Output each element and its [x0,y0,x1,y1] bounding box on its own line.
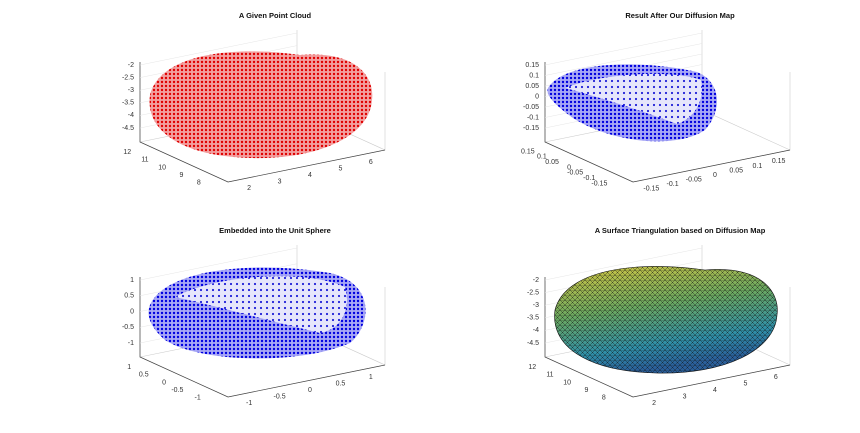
z-grid [139,32,298,66]
z-tick-label: -2 [533,277,539,284]
panel-title: Embedded into the Unit Sphere [219,226,331,235]
z-grid [139,247,298,281]
z-grid [544,43,703,76]
x-tick-label: 0.15 [772,158,786,165]
y-tick-label: 0 [567,164,571,171]
z-tick-label: -2.5 [527,289,539,296]
z-tick-label: 0.1 [529,72,539,79]
panel: Result After Our Diffusion Map0.150.10.0… [521,11,791,192]
z-tick-label: -0.05 [523,104,539,111]
y-tick-label: 9 [584,387,588,394]
y-tick-label: -0.1 [583,175,595,182]
z-tick-label: 0.15 [525,62,539,69]
y-tick-label: 0.5 [139,372,149,379]
y-tick-label: 0.15 [521,148,535,155]
z-tick-label: 0.5 [124,293,134,300]
axis-lines [139,277,386,398]
panel-title: A Surface Triangulation based on Diffusi… [595,226,766,235]
panel: A Given Point Cloud -2 -2.5 -3 -3.5 -4 -4.5 12 1… [122,11,386,192]
surface-shape [149,51,373,159]
y-tick-label: -0.5 [171,387,183,394]
z-tick-label: 1 [130,277,134,284]
surface-inner [175,276,348,333]
y-tick-label: 10 [158,164,166,171]
z-grid [544,247,703,281]
surface-mesh [554,266,778,374]
y-tick-label: 12 [123,149,131,156]
y-tick-label: 1 [127,364,131,371]
panel-title: A Given Point Cloud [239,11,312,20]
z-tick-label: -3.5 [527,315,539,322]
x-tick-label: 1 [369,374,373,381]
z-tick-label: -3 [533,302,539,309]
z-tick-label: -1 [128,340,134,347]
x-tick-label: 2 [652,400,656,407]
y-tick-label: 10 [563,379,571,386]
y-tick-label: -0.05 [567,170,583,177]
x-tick-label: 0 [713,172,717,179]
x-tick-label: 0.1 [753,163,763,170]
y-tick-label: 0.1 [537,154,547,161]
z-tick-label: -2.5 [122,74,134,81]
x-tick-label: 5 [338,165,342,172]
x-tick-label: 3 [683,393,687,400]
x-tick-label: -0.05 [686,176,702,183]
x-tick-label: -0.5 [274,393,286,400]
y-tick-label: 8 [602,395,606,402]
x-tick-label: 0 [308,387,312,394]
y-tick-label: 8 [197,180,201,187]
x-tick-label: 6 [369,159,373,166]
y-tick-label: -0.15 [591,180,607,187]
x-tick-label: -1 [246,400,252,407]
x-tick-label: -0.15 [643,185,659,192]
x-tick-label: -0.1 [667,181,679,188]
z-tick-label: -0.1 [527,114,539,121]
z-tick-label: -2 [128,62,134,69]
axis-lines [544,62,791,183]
x-tick-label: 0.05 [729,167,743,174]
panel: Embedded into the Unit Sphere 1 0.5 0 -0.5 -1… [122,226,386,407]
surface-inner [565,73,702,124]
panel-title: Result After Our Diffusion Map [625,11,735,20]
x-tick-label: 5 [743,380,747,387]
z-tick-label: -4.5 [527,340,539,347]
x-tick-label: 2 [247,185,251,192]
z-tick-label: -0.5 [122,324,134,331]
z-grid [544,32,703,66]
z-tick-label: 0 [130,308,134,315]
z-tick-label: -3 [128,87,134,94]
y-tick-label: 0.05 [545,159,559,166]
axis-lines [544,277,791,398]
z-tick-label: 0 [535,93,539,100]
x-tick-label: 0.5 [336,380,346,387]
y-tick-label: 11 [546,372,553,379]
x-tick-label: 4 [713,387,717,394]
x-tick-label: 3 [278,178,282,185]
x-tick-label: 4 [308,172,312,179]
panel: A Surface Triangulation based on Diffusi… [527,226,791,407]
z-tick-label: -3.5 [122,100,134,107]
z-tick-label: -4 [533,327,539,334]
z-tick-label: 0.05 [525,83,539,90]
z-tick-label: -4.5 [122,125,134,132]
x-tick-label: 6 [774,374,778,381]
y-tick-label: -1 [195,395,201,402]
z-tick-label: -0.15 [523,125,539,132]
y-tick-label: 0 [162,379,166,386]
y-tick-label: 12 [528,364,536,371]
axis-lines [139,62,386,183]
z-tick-label: -4 [128,112,134,119]
y-tick-label: 9 [179,172,183,179]
y-tick-label: 11 [141,157,148,164]
